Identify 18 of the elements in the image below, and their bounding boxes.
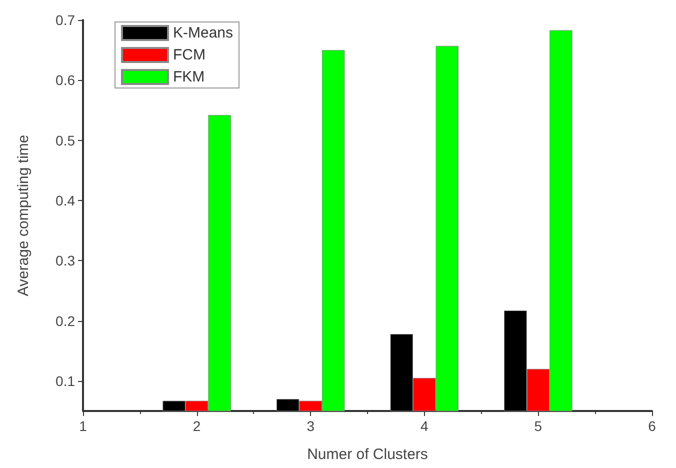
y-tick-label: 0.7 [56, 12, 76, 28]
x-tick-label: 6 [648, 418, 656, 434]
y-tick-label: 0.3 [56, 252, 76, 269]
x-tick-label: 2 [192, 418, 201, 434]
y-tick-label: 0.2 [56, 312, 76, 329]
y-axis-title: Average computing time [15, 134, 32, 296]
y-tick-label: 0.5 [56, 132, 76, 148]
x-tick-label: 4 [420, 418, 428, 434]
legend-label: K-Means [173, 24, 234, 42]
legend-label: FKM [173, 68, 205, 86]
y-tick-label: 0.6 [56, 72, 76, 88]
y-tick-label: 0.1 [56, 372, 76, 389]
x-tick-label: 1 [79, 418, 88, 434]
y-tick-label: 0.4 [56, 192, 76, 208]
legend-label: FCM [173, 46, 206, 64]
x-tick-label: 5 [534, 418, 542, 434]
x-axis-title: Numer of Clusters [307, 446, 428, 463]
x-tick-label: 3 [306, 418, 315, 434]
